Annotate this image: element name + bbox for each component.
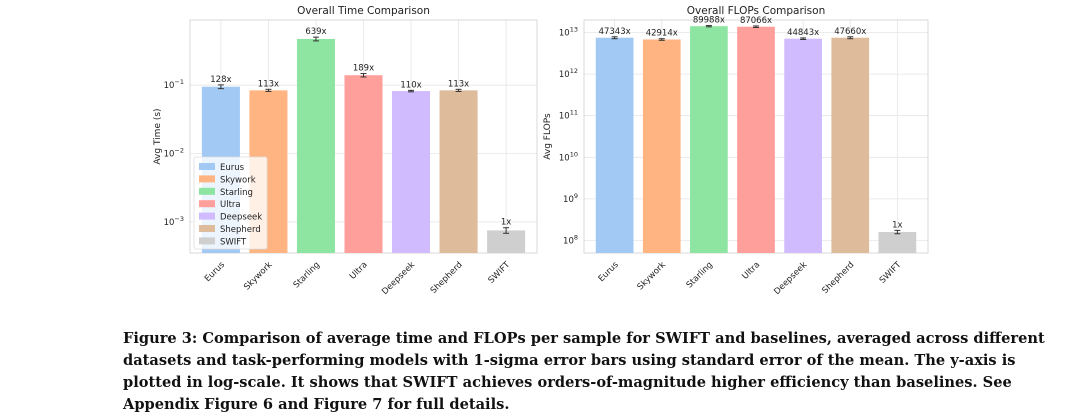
x-tick-label: Skywork xyxy=(636,260,668,292)
bar-value-label: 1x xyxy=(892,220,902,230)
bar-starling xyxy=(296,38,335,253)
legend-swatch xyxy=(199,225,215,232)
bar-ultra xyxy=(737,26,775,254)
bar-skywork xyxy=(642,39,681,253)
bar-value-label: 128x xyxy=(210,75,231,85)
bar-value-label: 87066x xyxy=(740,16,772,26)
bar-deepseek xyxy=(392,91,431,253)
chart-title: Overall FLOPs Comparison xyxy=(687,5,825,17)
x-tick-label: Shepherd xyxy=(429,260,465,296)
y-tick-label: 10−3 xyxy=(164,215,184,228)
figure: 10−3 10−2 10−1 128x Eurus 113x Skywork 639x Star… xyxy=(153,5,929,297)
bar-value-label: 44843x xyxy=(787,28,819,38)
x-tick-label: Ultra xyxy=(740,260,762,282)
legend-entry: Skywork xyxy=(220,175,256,185)
bar-value-label: 1x xyxy=(501,218,511,228)
legend-entry: Starling xyxy=(220,188,253,198)
x-tick-label: Starling xyxy=(292,260,322,290)
bar-value-label: 113x xyxy=(258,79,279,89)
bar-ultra xyxy=(344,75,383,253)
x-tick-label: Starling xyxy=(685,260,715,290)
bar-shepherd xyxy=(439,90,478,253)
x-tick-label: Deepseek xyxy=(380,260,417,297)
legend-swatch xyxy=(199,212,215,220)
legend-entry: Deepseek xyxy=(220,213,262,223)
bar-swift xyxy=(487,230,526,253)
x-tick-label: Skywork xyxy=(242,260,274,292)
legend-swatch xyxy=(199,237,215,245)
bar-swift xyxy=(878,231,917,253)
y-tick-label: 10−1 xyxy=(164,78,184,91)
y-axis-label: Avg Time (s) xyxy=(153,108,163,164)
y-tick-label: 108 xyxy=(563,233,578,246)
bar-starling xyxy=(690,26,728,254)
bar-value-label: 42914x xyxy=(646,29,678,39)
bar-value-label: 110x xyxy=(400,80,421,90)
y-axis-label: Avg FLOPs xyxy=(543,113,553,160)
legend-swatch xyxy=(199,175,215,183)
y-tick-label: 1010 xyxy=(559,150,578,163)
bar-value-label: 189x xyxy=(353,64,374,74)
legend-swatch xyxy=(199,200,215,208)
x-tick-label: Eurus xyxy=(203,260,227,284)
bar-eurus xyxy=(595,37,634,253)
y-tick-label: 10−2 xyxy=(164,147,184,160)
bar-shepherd xyxy=(831,37,870,253)
x-tick-label: Shepherd xyxy=(820,260,856,296)
bar-value-label: 639x xyxy=(305,27,326,37)
chart-1: 10−3 10−2 10−1 128x Eurus 113x Skywork 639x Star… xyxy=(153,5,538,297)
figure-caption: Figure 3: Comparison of average time and… xyxy=(123,330,1045,413)
bar-value-label: 47660x xyxy=(834,27,866,37)
legend-swatch xyxy=(199,187,215,195)
legend-entry: Shepherd xyxy=(220,225,261,235)
legend: Eurus Skywork Starling Ultra Deepseek Shepher… xyxy=(193,156,268,250)
x-tick-label: Deepseek xyxy=(772,260,809,297)
x-tick-label: SWIFT xyxy=(878,259,904,285)
legend-entry: SWIFT xyxy=(220,237,247,247)
y-tick-label: 1013 xyxy=(559,26,578,39)
x-tick-label: Eurus xyxy=(597,260,621,284)
x-tick-label: Ultra xyxy=(348,260,370,282)
y-tick-label: 109 xyxy=(563,192,578,205)
bar-value-label: 89988x xyxy=(693,16,725,26)
x-tick-label: SWIFT xyxy=(487,259,513,285)
legend-swatch xyxy=(199,163,215,170)
y-tick-label: 1011 xyxy=(559,109,578,122)
bar-value-label: 113x xyxy=(448,79,469,89)
chart-title: Overall Time Comparison xyxy=(297,5,430,17)
y-tick-label: 1012 xyxy=(559,67,578,80)
chart-2: 108 109 1010 1011 1012 1013 47343x Eurus 42914x S… xyxy=(543,5,929,297)
legend-entry: Eurus xyxy=(220,163,245,173)
legend-entry: Ultra xyxy=(220,200,241,210)
bar-deepseek xyxy=(784,38,822,253)
bar-value-label: 47343x xyxy=(599,27,631,37)
